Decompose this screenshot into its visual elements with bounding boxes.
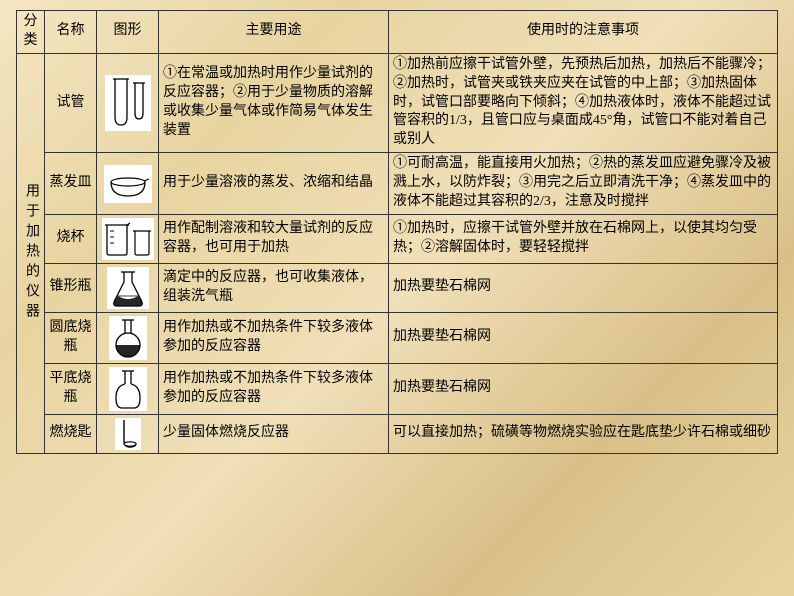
header-figure: 图形	[97, 11, 159, 54]
name-cell: 锥形瓶	[45, 263, 97, 312]
category-cell: 用于加热的仪器	[17, 53, 45, 453]
header-notes: 使用时的注意事项	[389, 11, 778, 54]
table-row: 蒸发皿 用于少量溶液的蒸发、浓缩和结晶 ①可耐高温，能直接用火加热；②热的蒸发皿…	[17, 153, 778, 215]
table-row: 平底烧瓶 用作加热或不加热条件下较多液体参加的反应容器 加热要垫石棉网	[17, 363, 778, 414]
flat-bottom-flask-icon	[108, 366, 148, 412]
name-cell: 燃烧匙	[45, 414, 97, 453]
header-usage: 主要用途	[159, 11, 389, 54]
usage-cell: 用作加热或不加热条件下较多液体参加的反应容器	[159, 363, 389, 414]
table-row: 锥形瓶 滴定中的反应器，也可收集液体，组装洗气瓶 加热要垫石棉网	[17, 263, 778, 312]
notes-cell: ①加热时，应擦干试管外壁并放在石棉网上，以使其均匀受热；②溶解固体时，要轻轻搅拌	[389, 214, 778, 263]
usage-cell: 少量固体燃烧反应器	[159, 414, 389, 453]
usage-cell: 用作加热或不加热条件下较多液体参加的反应容器	[159, 312, 389, 363]
usage-cell: 用作配制溶液和较大量试剂的反应容器，也可用于加热	[159, 214, 389, 263]
figure-cell	[97, 153, 159, 215]
header-row: 分类 名称 图形 主要用途 使用时的注意事项	[17, 11, 778, 54]
notes-cell: ①加热前应擦干试管外壁，先预热后加热，加热后不能骤冷；②加热时，试管夹或铁夹应夹…	[389, 53, 778, 152]
notes-cell: 可以直接加热；硫磺等物燃烧实验应在匙底垫少许石棉或细砂	[389, 414, 778, 453]
name-cell: 蒸发皿	[45, 153, 97, 215]
figure-cell	[97, 312, 159, 363]
table-row: 圆底烧瓶 用作加热或不加热条件下较多液体参加的反应容器 加热要垫石棉网	[17, 312, 778, 363]
figure-cell	[97, 363, 159, 414]
name-cell: 试管	[45, 53, 97, 152]
figure-cell	[97, 53, 159, 152]
test-tube-icon	[103, 73, 153, 133]
conical-flask-icon	[106, 266, 150, 310]
table-row: 烧杯 用作配制溶液和较大量试剂的反应容器，也可用于加热 ①加热时，应擦干试管外壁…	[17, 214, 778, 263]
header-category: 分类	[17, 11, 45, 54]
beaker-icon	[101, 217, 155, 261]
lab-equipment-table: 分类 名称 图形 主要用途 使用时的注意事项 用于加热的仪器 试管 ①在常温或加…	[16, 10, 778, 454]
figure-cell	[97, 263, 159, 312]
table-row: 用于加热的仪器 试管 ①在常温或加热时用作少量试剂的反应容器；②用于少量物质的溶…	[17, 53, 778, 152]
evaporating-dish-icon	[103, 164, 153, 204]
usage-cell: 用于少量溶液的蒸发、浓缩和结晶	[159, 153, 389, 215]
combustion-spoon-icon	[114, 417, 142, 451]
header-name: 名称	[45, 11, 97, 54]
table-row: 燃烧匙 少量固体燃烧反应器 可以直接加热；硫磺等物燃烧实验应在匙底垫少许石棉或细…	[17, 414, 778, 453]
usage-cell: ①在常温或加热时用作少量试剂的反应容器；②用于少量物质的溶解或收集少量气体或作简…	[159, 53, 389, 152]
usage-cell: 滴定中的反应器，也可收集液体，组装洗气瓶	[159, 263, 389, 312]
name-cell: 平底烧瓶	[45, 363, 97, 414]
figure-cell	[97, 214, 159, 263]
name-cell: 圆底烧瓶	[45, 312, 97, 363]
figure-cell	[97, 414, 159, 453]
notes-cell: ①可耐高温，能直接用火加热；②热的蒸发皿应避免骤冷及被溅上水，以防炸裂；③用完之…	[389, 153, 778, 215]
name-cell: 烧杯	[45, 214, 97, 263]
notes-cell: 加热要垫石棉网	[389, 312, 778, 363]
notes-cell: 加热要垫石棉网	[389, 363, 778, 414]
notes-cell: 加热要垫石棉网	[389, 263, 778, 312]
round-bottom-flask-icon	[108, 315, 148, 361]
